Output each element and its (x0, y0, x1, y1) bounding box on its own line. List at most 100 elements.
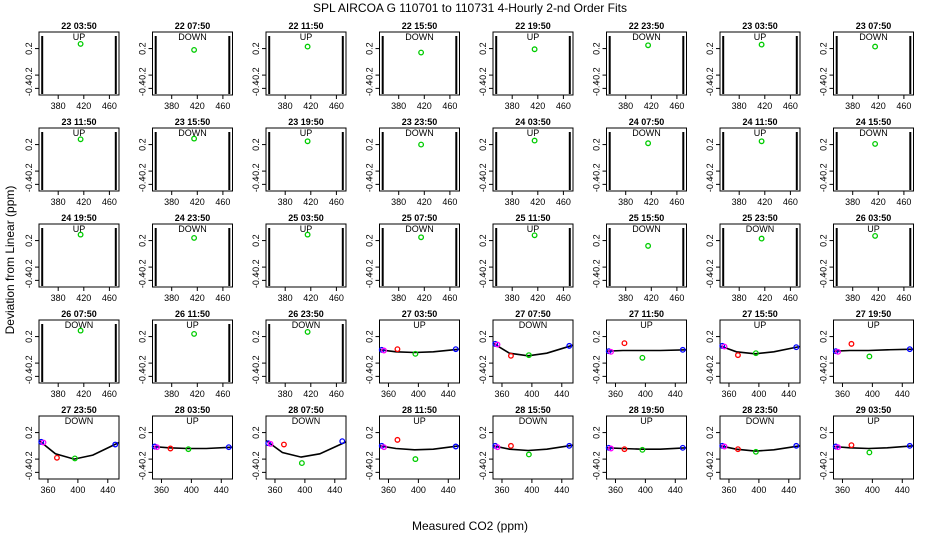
panel-subtitle: UP (527, 224, 540, 234)
x-tick-label: 380 (51, 389, 66, 399)
data-point (298, 460, 305, 467)
panel-subtitle: DOWN (632, 128, 661, 138)
panel-title: 26 11:50 (175, 309, 210, 319)
x-tick-label: 420 (757, 101, 772, 111)
y-tick-label: -0.4 (251, 273, 261, 289)
x-tick-label: 460 (896, 197, 911, 207)
y-tick-label: 0.2 (365, 42, 375, 55)
fit-curve (38, 439, 120, 460)
x-tick-label: 420 (190, 389, 205, 399)
x-tick-label: 460 (783, 293, 798, 303)
x-tick-label: 380 (164, 101, 179, 111)
y-tick-label: 0.2 (592, 138, 602, 151)
x-tick-label: 400 (70, 485, 85, 495)
x-tick-label: 360 (608, 389, 623, 399)
y-tick-label: 0.2 (24, 426, 34, 439)
x-tick-label: 440 (327, 485, 342, 495)
data-point (793, 442, 800, 449)
y-tick-label: -0.4 (705, 81, 715, 97)
y-tick-label: -0.4 (24, 177, 34, 193)
panel-subtitle: UP (300, 32, 313, 42)
y-tick-label: 0.2 (24, 330, 34, 343)
data-point (77, 327, 84, 334)
y-tick-label: -0.2 (365, 451, 375, 467)
data-point (77, 40, 84, 47)
y-tick-label: -0.4 (478, 465, 488, 481)
y-tick-label: -0.2 (819, 451, 829, 467)
panel-title: 22 03:50 (61, 21, 97, 31)
panel-title: 23 07:50 (856, 21, 892, 31)
y-tick-label: 0.2 (478, 330, 488, 343)
x-tick-label: 460 (329, 101, 344, 111)
data-point (721, 343, 728, 350)
x-tick-label: 380 (732, 293, 747, 303)
panel-title: 23 19:50 (288, 117, 324, 127)
panel-subtitle: UP (413, 416, 426, 426)
y-tick-label: -0.2 (24, 67, 34, 83)
panel-frame (152, 127, 233, 192)
y-tick-label: -0.4 (138, 369, 148, 385)
data-point (608, 445, 614, 452)
data-point (304, 43, 311, 50)
panel-subtitle: DOWN (519, 416, 548, 426)
panel-frame (719, 223, 801, 288)
y-tick-label: 0.2 (705, 42, 715, 55)
panel-subtitle: UP (754, 320, 767, 330)
panel-title: 27 23:50 (61, 405, 97, 415)
data-point (154, 444, 160, 451)
x-tick-label: 380 (505, 197, 520, 207)
data-point (452, 443, 459, 450)
fit-curve (833, 445, 914, 450)
panel-frame (492, 127, 574, 192)
panel-subtitle: DOWN (65, 416, 94, 426)
data-point (835, 348, 841, 355)
x-tick-label: 400 (638, 389, 653, 399)
y-tick-label: -0.4 (705, 273, 715, 289)
x-tick-label: 380 (618, 101, 633, 111)
y-tick-label: 0.2 (819, 138, 829, 151)
panel-subtitle: DOWN (405, 32, 434, 42)
panel-title: 22 23:50 (629, 21, 665, 31)
y-tick-label: 0.2 (251, 330, 261, 343)
y-tick-label: 0.2 (705, 138, 715, 151)
data-point (679, 444, 686, 451)
y-tick-label: -0.4 (592, 465, 602, 481)
panel-subtitle: UP (640, 320, 653, 330)
data-point (906, 346, 913, 353)
x-tick-label: 380 (278, 293, 293, 303)
data-point (645, 42, 652, 49)
y-tick-label: -0.4 (251, 369, 261, 385)
panel-subtitle: UP (867, 416, 880, 426)
x-tick-label: 420 (644, 293, 659, 303)
panel-frame (492, 223, 574, 288)
x-tick-label: 400 (524, 389, 539, 399)
x-tick-label: 360 (608, 485, 623, 495)
y-tick-label: -0.4 (705, 177, 715, 193)
y-tick-label: -0.4 (592, 177, 602, 193)
x-tick-label: 380 (618, 293, 633, 303)
y-tick-label: 0.2 (251, 234, 261, 247)
x-tick-label: 440 (895, 389, 910, 399)
data-point (77, 136, 84, 143)
x-tick-label: 360 (494, 485, 509, 495)
y-tick-label: -0.4 (705, 465, 715, 481)
y-tick-label: -0.4 (365, 273, 375, 289)
panel-title: 22 11:50 (288, 21, 323, 31)
panel-title: 22 07:50 (175, 21, 211, 31)
x-tick-label: 440 (100, 485, 115, 495)
data-point (608, 348, 614, 355)
data-point (418, 234, 425, 241)
data-point (872, 140, 879, 147)
panel-subtitle: DOWN (65, 320, 94, 330)
y-tick-label: -0.4 (478, 369, 488, 385)
x-tick-label: 420 (644, 101, 659, 111)
x-tick-label: 360 (40, 485, 55, 495)
